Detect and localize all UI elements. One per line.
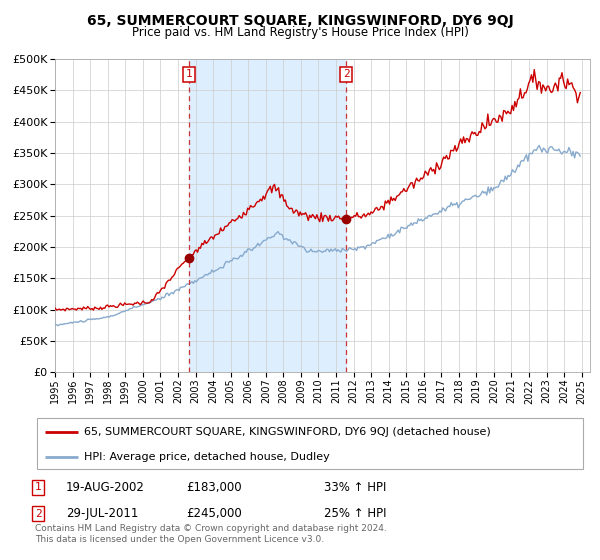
Text: Price paid vs. HM Land Registry's House Price Index (HPI): Price paid vs. HM Land Registry's House … [131, 26, 469, 39]
Text: 2: 2 [343, 69, 349, 80]
Text: 19-AUG-2002: 19-AUG-2002 [66, 480, 145, 494]
Text: 25% ↑ HPI: 25% ↑ HPI [324, 507, 386, 520]
Text: £183,000: £183,000 [186, 480, 242, 494]
Text: 1: 1 [186, 69, 193, 80]
Text: 1: 1 [35, 482, 41, 492]
Text: 29-JUL-2011: 29-JUL-2011 [66, 507, 139, 520]
Text: Contains HM Land Registry data © Crown copyright and database right 2024.
This d: Contains HM Land Registry data © Crown c… [35, 524, 386, 544]
FancyBboxPatch shape [37, 418, 583, 469]
Text: HPI: Average price, detached house, Dudley: HPI: Average price, detached house, Dudl… [83, 451, 329, 461]
Text: 33% ↑ HPI: 33% ↑ HPI [324, 480, 386, 494]
Bar [189, 59, 346, 372]
Text: 65, SUMMERCOURT SQUARE, KINGSWINFORD, DY6 9QJ (detached house): 65, SUMMERCOURT SQUARE, KINGSWINFORD, DY… [83, 427, 490, 437]
Text: 65, SUMMERCOURT SQUARE, KINGSWINFORD, DY6 9QJ: 65, SUMMERCOURT SQUARE, KINGSWINFORD, DY… [86, 14, 514, 28]
Text: £245,000: £245,000 [186, 507, 242, 520]
Text: 2: 2 [35, 508, 41, 519]
